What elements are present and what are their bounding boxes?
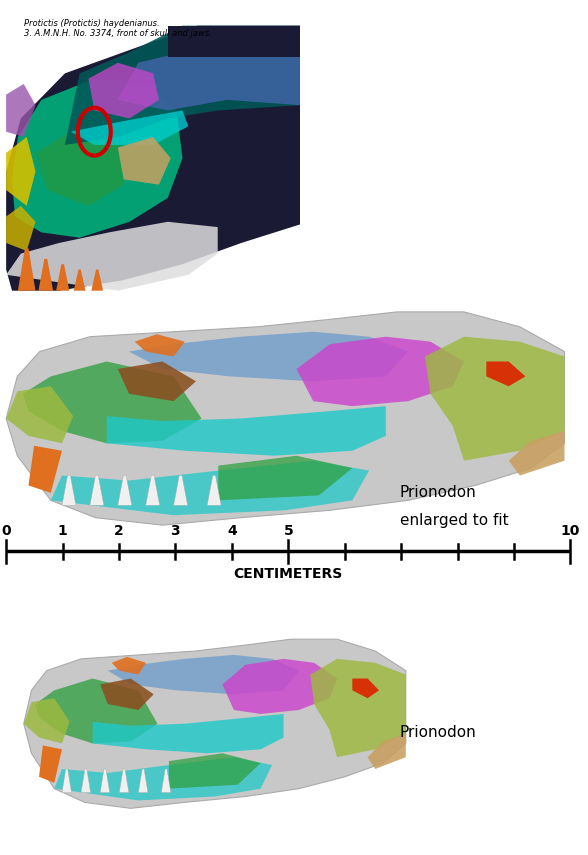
Polygon shape [169, 753, 260, 788]
Polygon shape [90, 475, 104, 505]
Polygon shape [100, 679, 153, 710]
Polygon shape [138, 769, 148, 793]
Polygon shape [352, 679, 379, 699]
Polygon shape [56, 264, 69, 291]
Polygon shape [6, 26, 300, 291]
Polygon shape [6, 84, 35, 137]
Polygon shape [6, 312, 564, 525]
Polygon shape [35, 679, 158, 743]
Polygon shape [28, 445, 62, 492]
Text: Prionodon: Prionodon [400, 724, 477, 740]
Polygon shape [310, 659, 406, 758]
Polygon shape [118, 47, 300, 110]
Polygon shape [12, 79, 182, 238]
Text: 5: 5 [283, 524, 293, 538]
Polygon shape [368, 734, 406, 769]
Polygon shape [51, 461, 369, 516]
Polygon shape [18, 248, 35, 291]
Text: 10: 10 [561, 524, 580, 538]
Text: 1: 1 [58, 524, 68, 538]
Polygon shape [62, 475, 76, 505]
Polygon shape [88, 62, 159, 119]
Polygon shape [119, 769, 129, 793]
Text: 3. A.M.N.H. No. 3374, front of skull and jaws.: 3. A.M.N.H. No. 3374, front of skull and… [24, 29, 212, 38]
Text: CENTIMETERS: CENTIMETERS [233, 567, 343, 581]
Text: Prionodon: Prionodon [400, 485, 477, 500]
Polygon shape [118, 137, 171, 185]
Polygon shape [108, 655, 299, 694]
Polygon shape [81, 769, 91, 793]
Text: 4: 4 [227, 524, 237, 538]
Text: enlarged to fit: enlarged to fit [400, 512, 509, 528]
Polygon shape [173, 475, 188, 505]
Polygon shape [6, 206, 35, 251]
Polygon shape [24, 640, 406, 808]
Text: 0: 0 [1, 524, 11, 538]
Polygon shape [222, 659, 337, 714]
Polygon shape [100, 769, 110, 793]
Polygon shape [161, 769, 171, 793]
Text: 3: 3 [171, 524, 180, 538]
Polygon shape [218, 456, 352, 500]
Polygon shape [39, 746, 62, 783]
Polygon shape [146, 475, 160, 505]
Polygon shape [24, 699, 69, 743]
Polygon shape [65, 26, 300, 144]
Text: 2: 2 [114, 524, 124, 538]
Polygon shape [92, 714, 283, 753]
Polygon shape [129, 332, 408, 381]
Text: Protictis (Protictis) haydenianus.: Protictis (Protictis) haydenianus. [24, 19, 159, 27]
Polygon shape [74, 269, 85, 291]
Polygon shape [54, 758, 272, 800]
Polygon shape [6, 386, 73, 443]
Polygon shape [35, 132, 123, 206]
Polygon shape [118, 475, 132, 505]
Polygon shape [135, 334, 185, 357]
Polygon shape [509, 431, 564, 475]
Polygon shape [486, 362, 526, 386]
Polygon shape [112, 657, 146, 675]
Polygon shape [425, 337, 564, 461]
Polygon shape [6, 137, 35, 206]
Polygon shape [106, 406, 386, 456]
Polygon shape [296, 337, 464, 406]
Polygon shape [23, 362, 202, 443]
Polygon shape [6, 221, 218, 291]
Polygon shape [168, 26, 300, 57]
Polygon shape [91, 269, 103, 291]
Polygon shape [38, 259, 53, 291]
Polygon shape [207, 475, 221, 505]
Polygon shape [71, 110, 188, 144]
Polygon shape [62, 769, 72, 793]
Polygon shape [118, 362, 196, 401]
